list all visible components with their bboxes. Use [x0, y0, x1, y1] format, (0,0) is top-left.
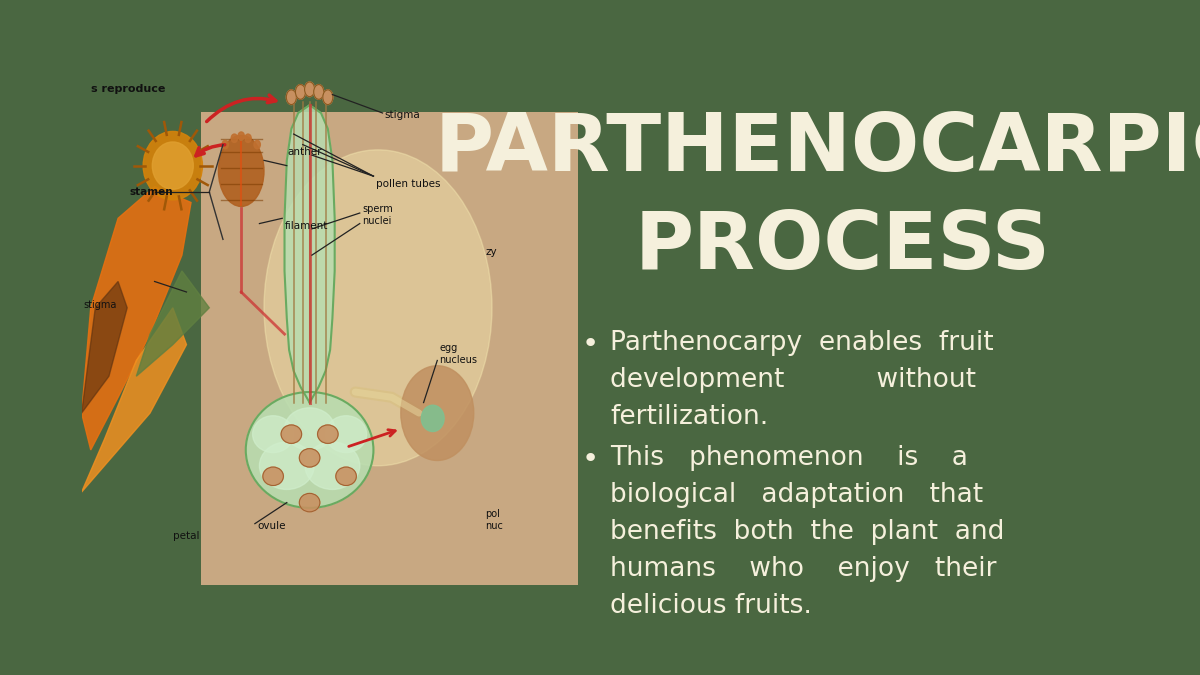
Text: stamen: stamen: [130, 186, 173, 196]
Text: PARTHENOCARPIC: PARTHENOCARPIC: [434, 109, 1200, 188]
Ellipse shape: [305, 442, 360, 489]
FancyBboxPatch shape: [202, 112, 578, 585]
Polygon shape: [82, 281, 127, 413]
Text: This   phenomenon    is    a
biological   adaptation   that
benefits  both  the : This phenomenon is a biological adaptati…: [611, 445, 1004, 619]
Polygon shape: [82, 308, 186, 492]
Ellipse shape: [263, 467, 283, 485]
Ellipse shape: [254, 140, 260, 148]
Ellipse shape: [238, 132, 245, 140]
Ellipse shape: [336, 467, 356, 485]
Ellipse shape: [323, 90, 332, 105]
Ellipse shape: [284, 408, 335, 450]
Text: PROCESS: PROCESS: [635, 209, 1051, 286]
Text: pollen tubes: pollen tubes: [376, 179, 440, 189]
Text: •: •: [582, 331, 599, 358]
Ellipse shape: [245, 134, 251, 142]
Ellipse shape: [281, 425, 301, 443]
Ellipse shape: [287, 90, 296, 105]
Text: Parthenocarpy  enables  fruit
development           without
fertilization.: Parthenocarpy enables fruit development …: [611, 331, 994, 431]
Ellipse shape: [218, 136, 264, 207]
Polygon shape: [284, 105, 335, 402]
Text: filament: filament: [284, 221, 328, 231]
Ellipse shape: [305, 82, 314, 97]
Polygon shape: [137, 271, 209, 376]
Polygon shape: [82, 187, 191, 450]
Ellipse shape: [143, 132, 203, 200]
FancyArrowPatch shape: [206, 95, 276, 122]
Ellipse shape: [325, 416, 367, 452]
Ellipse shape: [232, 134, 238, 142]
Ellipse shape: [421, 405, 444, 431]
Ellipse shape: [299, 493, 320, 512]
Ellipse shape: [222, 140, 228, 148]
Ellipse shape: [152, 142, 193, 189]
Ellipse shape: [264, 150, 492, 466]
Ellipse shape: [313, 84, 324, 99]
Ellipse shape: [253, 416, 294, 452]
Text: egg
nucleus: egg nucleus: [439, 344, 478, 365]
FancyArrowPatch shape: [349, 430, 395, 446]
Ellipse shape: [401, 366, 474, 460]
Ellipse shape: [299, 449, 320, 467]
Text: anther: anther: [288, 147, 323, 157]
Text: stigma: stigma: [385, 110, 420, 120]
Text: petal: petal: [173, 531, 199, 541]
Text: s reproduce: s reproduce: [91, 84, 166, 94]
Text: stigma: stigma: [84, 300, 118, 310]
Ellipse shape: [246, 392, 373, 508]
FancyArrowPatch shape: [196, 144, 224, 156]
Text: ovule: ovule: [257, 521, 286, 531]
Text: •: •: [582, 445, 599, 472]
Text: sperm
nuclei: sperm nuclei: [362, 204, 392, 225]
Ellipse shape: [318, 425, 338, 443]
Text: zy: zy: [485, 247, 497, 257]
Ellipse shape: [259, 442, 314, 489]
Text: pol
nuc: pol nuc: [485, 510, 503, 531]
Ellipse shape: [295, 84, 306, 99]
